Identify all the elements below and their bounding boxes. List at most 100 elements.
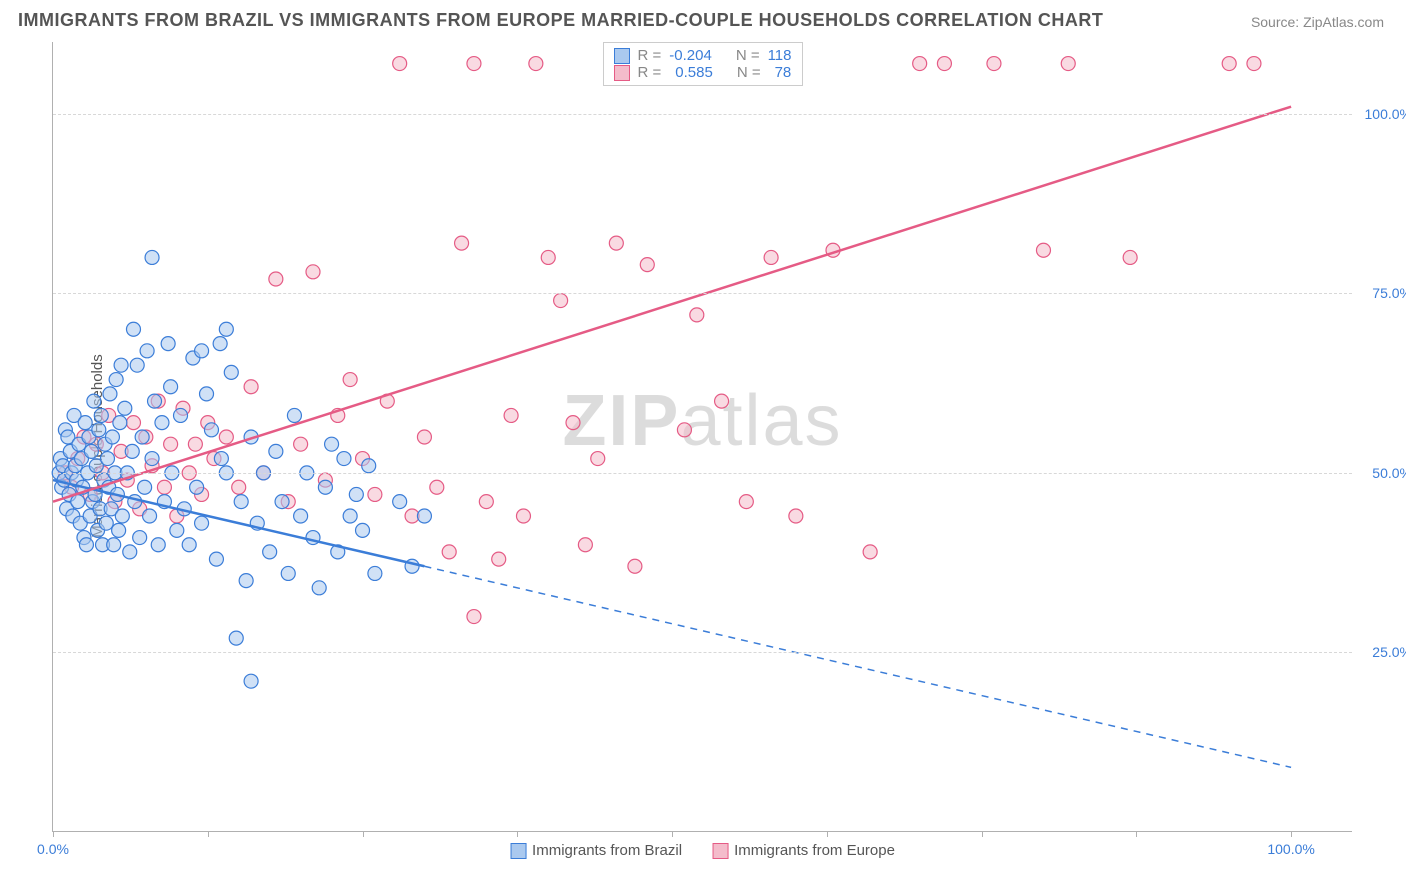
data-point: [143, 509, 157, 523]
data-point: [312, 581, 326, 595]
legend-row-brazil: R = -0.204 N = 118: [614, 47, 792, 64]
data-point: [214, 452, 228, 466]
data-point: [130, 358, 144, 372]
data-point: [239, 574, 253, 588]
r-value-brazil: -0.204: [669, 47, 712, 64]
data-point: [140, 344, 154, 358]
data-point: [200, 387, 214, 401]
data-point: [541, 250, 555, 264]
data-point: [244, 380, 258, 394]
data-point: [677, 423, 691, 437]
data-point: [244, 674, 258, 688]
data-point: [133, 531, 147, 545]
data-point: [182, 538, 196, 552]
y-tick-label: 25.0%: [1372, 644, 1406, 660]
data-point: [987, 57, 1001, 71]
data-point: [294, 437, 308, 451]
data-point: [789, 509, 803, 523]
data-point: [126, 322, 140, 336]
n-label: N =: [736, 47, 760, 64]
data-point: [609, 236, 623, 250]
x-tick-label: 100.0%: [1267, 841, 1314, 857]
data-point: [209, 552, 223, 566]
trendline-brazil-dashed: [424, 566, 1291, 767]
data-point: [343, 509, 357, 523]
x-tick: [982, 831, 983, 837]
data-point: [109, 373, 123, 387]
data-point: [164, 380, 178, 394]
gridline: [53, 114, 1352, 115]
r-label: R =: [638, 64, 662, 81]
data-point: [417, 430, 431, 444]
swatch-icon: [510, 843, 526, 859]
correlation-legend: R = -0.204 N = 118 R = 0.585 N = 78: [603, 42, 803, 86]
chart-title: IMMIGRANTS FROM BRAZIL VS IMMIGRANTS FRO…: [18, 10, 1103, 31]
data-point: [349, 487, 363, 501]
data-point: [100, 452, 114, 466]
data-point: [155, 416, 169, 430]
data-point: [393, 495, 407, 509]
gridline: [53, 652, 1352, 653]
data-point: [913, 57, 927, 71]
data-point: [281, 566, 295, 580]
swatch-icon: [614, 48, 630, 64]
data-point: [566, 416, 580, 430]
data-point: [224, 365, 238, 379]
data-point: [99, 516, 113, 530]
y-tick-label: 75.0%: [1372, 285, 1406, 301]
data-point: [145, 452, 159, 466]
x-tick: [1291, 831, 1292, 837]
data-point: [219, 430, 233, 444]
data-point: [1036, 243, 1050, 257]
chart-area: R = -0.204 N = 118 R = 0.585 N = 78 ZIPa…: [52, 42, 1352, 832]
data-point: [393, 57, 407, 71]
y-tick-label: 50.0%: [1372, 465, 1406, 481]
scatter-plot-svg: [53, 42, 1352, 831]
data-point: [114, 358, 128, 372]
legend-bottom: Immigrants from Brazil Immigrants from E…: [510, 842, 895, 859]
data-point: [325, 437, 339, 451]
r-label: R =: [638, 47, 662, 64]
data-point: [269, 444, 283, 458]
data-point: [213, 337, 227, 351]
data-point: [148, 394, 162, 408]
data-point: [318, 480, 332, 494]
x-tick: [208, 831, 209, 837]
data-point: [195, 516, 209, 530]
data-point: [287, 408, 301, 422]
data-point: [1061, 57, 1075, 71]
y-tick-label: 100.0%: [1365, 106, 1406, 122]
data-point: [94, 408, 108, 422]
gridline: [53, 473, 1352, 474]
data-point: [229, 631, 243, 645]
data-point: [170, 523, 184, 537]
data-point: [578, 538, 592, 552]
data-point: [204, 423, 218, 437]
data-point: [294, 509, 308, 523]
data-point: [430, 480, 444, 494]
data-point: [195, 344, 209, 358]
data-point: [368, 487, 382, 501]
legend-row-europe: R = 0.585 N = 78: [614, 64, 792, 81]
legend-item-europe: Immigrants from Europe: [712, 842, 895, 859]
data-point: [157, 480, 171, 494]
data-point: [161, 337, 175, 351]
data-point: [516, 509, 530, 523]
x-tick: [363, 831, 364, 837]
source-label: Source: ZipAtlas.com: [1251, 14, 1384, 30]
data-point: [455, 236, 469, 250]
data-point: [79, 538, 93, 552]
x-tick-label: 0.0%: [37, 841, 69, 857]
data-point: [151, 538, 165, 552]
data-point: [118, 401, 132, 415]
data-point: [467, 57, 481, 71]
legend-item-brazil: Immigrants from Brazil: [510, 842, 682, 859]
data-point: [368, 566, 382, 580]
data-point: [863, 545, 877, 559]
data-point: [1247, 57, 1261, 71]
x-tick: [517, 831, 518, 837]
data-point: [232, 480, 246, 494]
data-point: [343, 373, 357, 387]
n-label: N =: [737, 64, 761, 81]
data-point: [937, 57, 951, 71]
